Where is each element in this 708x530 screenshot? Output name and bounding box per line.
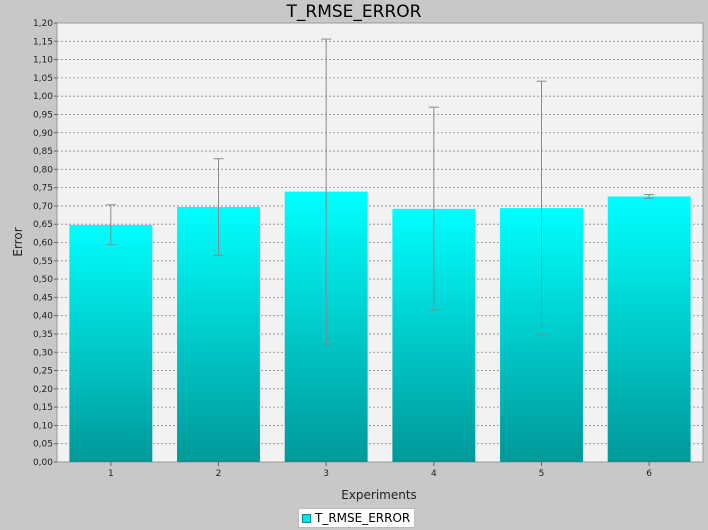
- bar: [607, 196, 691, 462]
- y-tick-label: 0,95: [33, 110, 53, 120]
- x-tick-label: 5: [539, 469, 545, 479]
- x-tick-label: 2: [216, 469, 222, 479]
- x-axis-ticks: 1 2 3 4 5 6: [108, 462, 652, 479]
- y-tick-label: 0,35: [33, 330, 53, 340]
- y-tick-label: 0,50: [33, 275, 53, 285]
- y-tick-label: 0,00: [33, 458, 53, 468]
- y-tick-label: 0,80: [33, 165, 53, 175]
- chart-title: T_RMSE_ERROR: [286, 2, 422, 22]
- y-tick-label: 1,15: [33, 37, 53, 47]
- plot-area: [56, 22, 704, 463]
- bar: [69, 224, 153, 462]
- y-tick-label: 0,40: [33, 312, 53, 322]
- y-tick-label: 0,15: [33, 403, 53, 413]
- y-tick-label: 0,65: [33, 220, 53, 230]
- y-tick-label: 1,05: [33, 74, 53, 84]
- y-tick-label: 1,00: [33, 92, 53, 102]
- y-axis-label: Error: [11, 227, 25, 256]
- y-axis-ticks: 0,00 0,05 0,10 0,15 0,20 0,25 0,30 0,35 0,40 0,45…: [33, 19, 57, 468]
- y-tick-label: 0,85: [33, 147, 53, 157]
- legend-swatch: [302, 513, 311, 523]
- y-tick-label: 0,20: [33, 385, 53, 395]
- y-tick-label: 0,70: [33, 202, 53, 212]
- legend-label: T_RMSE_ERROR: [315, 511, 411, 525]
- x-tick-label: 3: [323, 469, 329, 479]
- y-tick-label: 0,10: [33, 421, 53, 431]
- y-tick-label: 1,10: [33, 56, 53, 66]
- x-axis-label: Experiments: [341, 488, 417, 502]
- y-tick-label: 1,20: [33, 19, 53, 29]
- y-tick-label: 0,05: [33, 440, 53, 450]
- legend: T_RMSE_ERROR: [298, 508, 416, 528]
- x-tick-label: 6: [646, 469, 652, 479]
- y-tick-label: 0,30: [33, 348, 53, 358]
- x-tick-label: 1: [108, 469, 114, 479]
- y-tick-label: 0,55: [33, 257, 53, 267]
- y-tick-label: 0,25: [33, 367, 53, 377]
- y-tick-label: 0,60: [33, 239, 53, 249]
- x-tick-label: 4: [431, 469, 437, 479]
- y-tick-label: 0,45: [33, 293, 53, 303]
- error-bars: [105, 38, 655, 345]
- y-tick-label: 0,90: [33, 129, 53, 139]
- y-tick-label: 0,75: [33, 184, 53, 194]
